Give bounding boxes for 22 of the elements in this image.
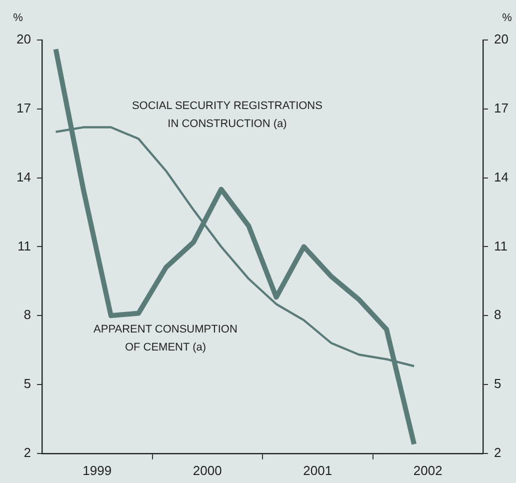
x-tick-label: 2002 xyxy=(413,462,442,478)
x-tick-label: 2001 xyxy=(303,462,332,478)
y-tick-label: 5 xyxy=(24,376,31,392)
y2-tick-label: 8 xyxy=(494,307,502,322)
x-tick-label: 2000 xyxy=(192,462,222,478)
series-label: APPARENT CONSUMPTION OF CEMENT (a) xyxy=(94,323,238,354)
y2-tick-label: 5 xyxy=(494,376,502,392)
y-axis-title: % xyxy=(13,12,24,24)
y2-tick-label: 14 xyxy=(494,169,508,184)
series-label: SOCIAL SECURITY REGISTRATIONS IN CONSTRUCTION (a) xyxy=(132,100,322,130)
y-tick-label: 14 xyxy=(16,169,31,184)
y-tick-label: 20 xyxy=(16,32,31,47)
y2-axis-title: % xyxy=(502,12,512,24)
y2-tick-label: 20 xyxy=(494,32,508,47)
y-tick-label: 17 xyxy=(16,100,31,116)
y2-tick-label: 2 xyxy=(494,444,502,460)
y-tick-label: 8 xyxy=(24,307,31,322)
y2-tick-label: 17 xyxy=(494,100,508,116)
y-tick-label: 2 xyxy=(24,444,31,460)
y2-tick-label: 11 xyxy=(494,238,508,254)
x-tick-label: 1999 xyxy=(82,462,112,478)
y-tick-label: 11 xyxy=(18,238,31,254)
